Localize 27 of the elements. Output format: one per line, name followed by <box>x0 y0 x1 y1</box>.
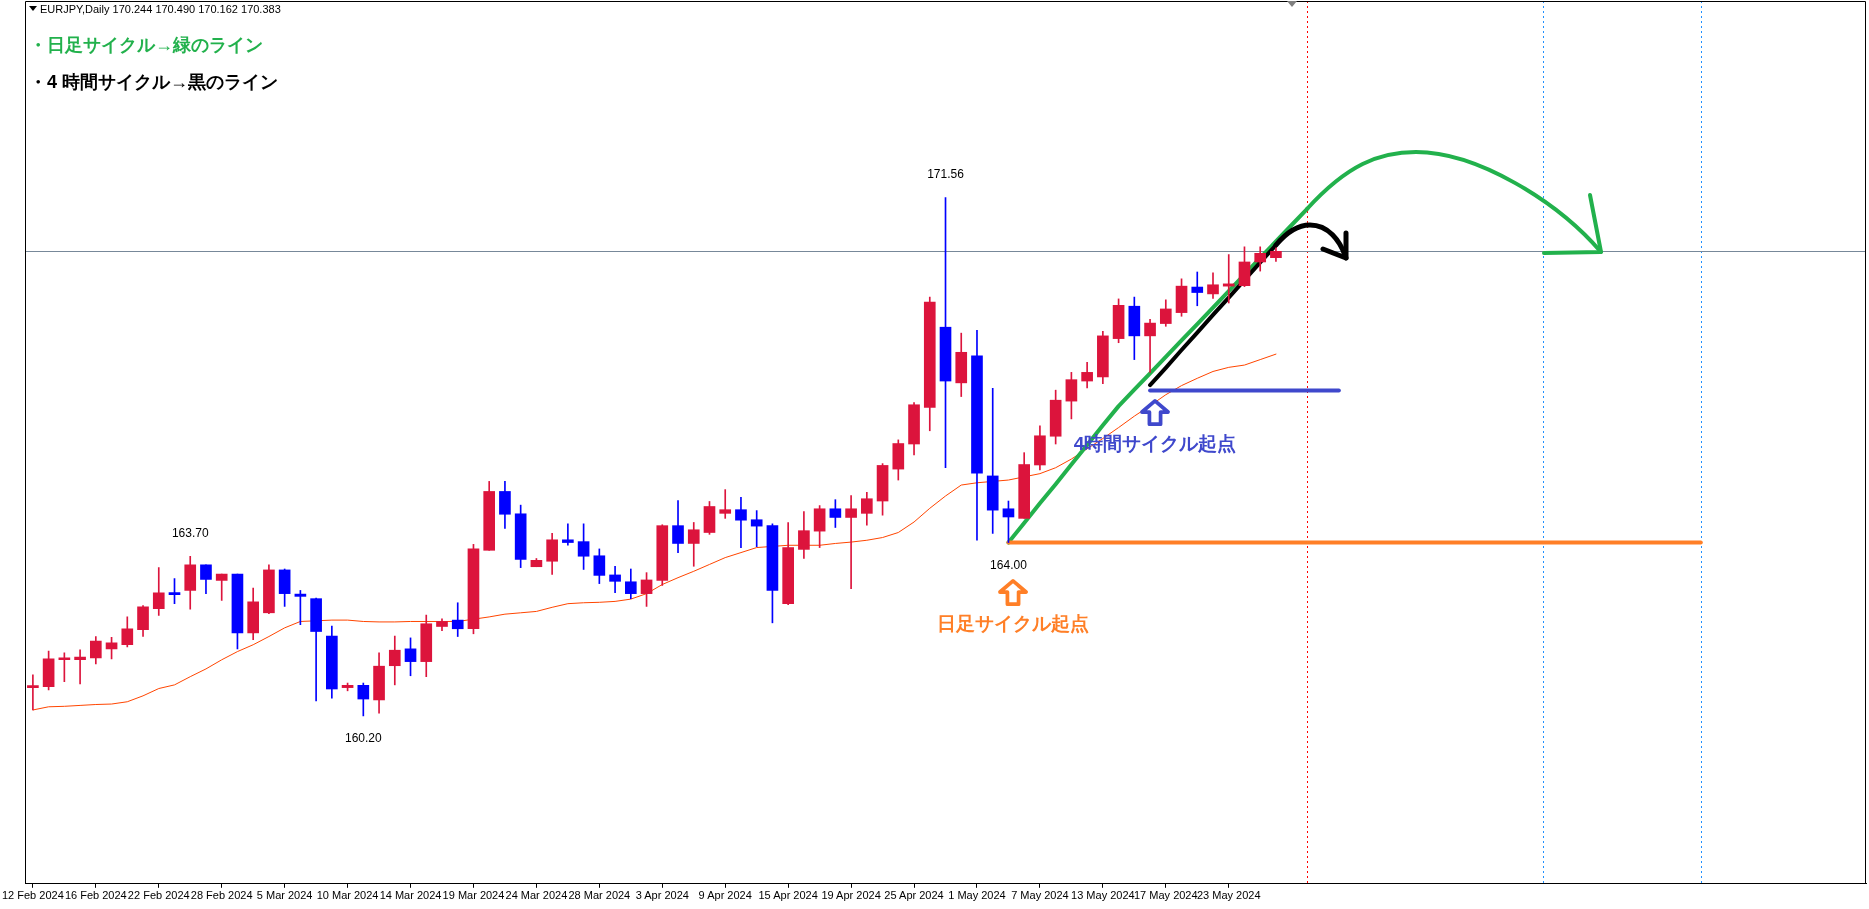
annotation: 171.56 <box>927 166 965 181</box>
x-tick-label: 14 Mar 2024 <box>379 889 442 902</box>
x-tick-label: 24 Mar 2024 <box>505 889 568 902</box>
annotation: 163.70 <box>171 525 209 540</box>
chart-title: EURJPY,Daily 170.244 170.490 170.162 170.383 <box>40 3 281 16</box>
x-tick-label: 15 Apr 2024 <box>758 889 818 902</box>
x-tick-label: 10 Mar 2024 <box>316 889 379 902</box>
x-tick-label: 25 Apr 2024 <box>884 889 944 902</box>
x-tick-label: 19 Mar 2024 <box>442 889 505 902</box>
x-tick-label: 12 Feb 2024 <box>2 889 64 902</box>
x-tick-label: 23 May 2024 <box>1196 889 1261 902</box>
annotation: ・4 時間サイクル→黒のライン <box>29 71 279 92</box>
x-tick-label: 9 Apr 2024 <box>698 889 752 902</box>
x-tick-label: 19 Apr 2024 <box>821 889 881 902</box>
x-tick-label: 7 May 2024 <box>1011 889 1069 902</box>
x-tick-label: 1 May 2024 <box>948 889 1006 902</box>
x-tick-label: 3 Apr 2024 <box>635 889 689 902</box>
x-tick-label: 28 Mar 2024 <box>568 889 631 902</box>
x-tick-label: 22 Feb 2024 <box>127 889 190 902</box>
annotation: 164.00 <box>990 557 1028 572</box>
annotation: 160.20 <box>344 731 382 746</box>
x-tick-label: 16 Feb 2024 <box>64 889 127 902</box>
x-tick-label: 5 Mar 2024 <box>256 889 313 902</box>
x-tick-label: 13 May 2024 <box>1071 889 1135 902</box>
annotation: ・日足サイクル→緑のライン <box>29 34 264 55</box>
x-tick-label: 28 Feb 2024 <box>190 889 253 902</box>
annotation: 日足サイクル起点 <box>937 612 1090 634</box>
